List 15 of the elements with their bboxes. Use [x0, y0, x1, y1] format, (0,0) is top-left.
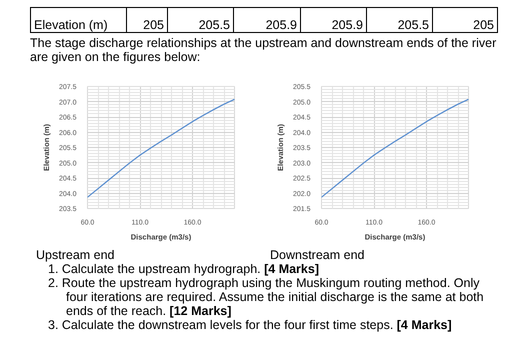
line-series [322, 98, 468, 198]
text: 205.5 [366, 8, 432, 32]
text: 3. Calculate the downstream levels for the four first time steps. [4 Marks] [48, 318, 453, 332]
text: The stage discharge relationships at the upstream and downstream ends of the river are given on the figures below: [30, 36, 498, 64]
text: 205 [126, 8, 168, 32]
text: 205.9 [300, 8, 366, 32]
line-series [88, 98, 234, 198]
text: Elevation (m) [30, 8, 126, 32]
text: Upstream end [36, 248, 115, 262]
text: Downstream end [270, 248, 364, 262]
text: 205 [432, 8, 498, 32]
text: 205.5 [168, 8, 234, 32]
text: 205.9 [234, 8, 300, 32]
text: 2. Route the upstream hydrograph using the Muskingum routing method. Only four iterations are required. Assume the initial discharge is the same at both ends of the reach. [12 Marks] [48, 276, 485, 318]
text: 1. Calculate the upstream hydrograph. [4 Marks] [48, 262, 320, 276]
